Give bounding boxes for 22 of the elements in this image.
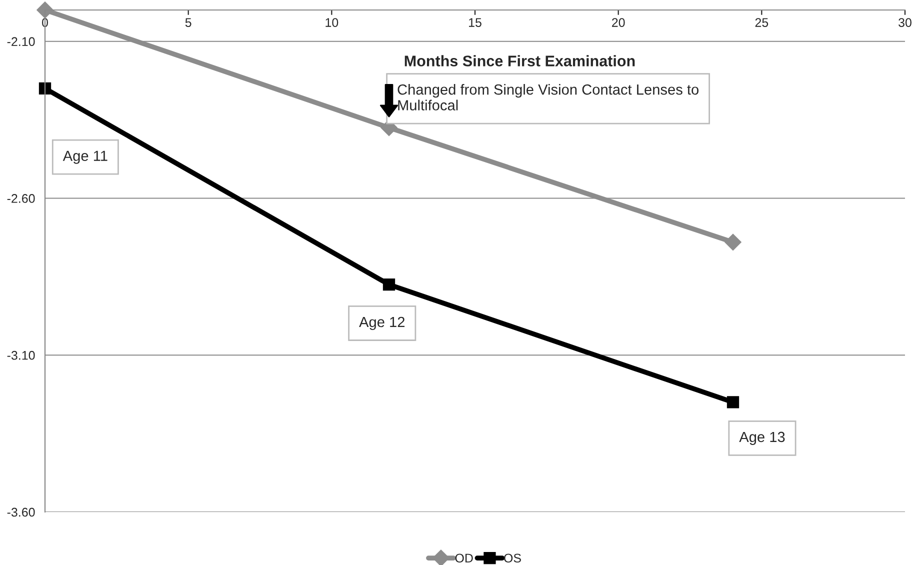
y-tick-label: -2.10 [7, 37, 35, 46]
annotation: Age 13 [739, 432, 785, 446]
annotation: Changed from Single Vision Contact Lenses to Multifocal [398, 84, 699, 110]
y-tick-label: -3.60 [7, 508, 35, 517]
x-axis-title: Months Since First Examination [404, 55, 635, 66]
x-tick-label: 30 [898, 18, 912, 27]
x-tick-label: 20 [612, 18, 625, 27]
annotation: Age 12 [359, 316, 404, 330]
point [38, 82, 52, 95]
legend-label: OS [504, 554, 521, 563]
x-tick-label: 5 [185, 18, 192, 27]
legend-label: OD [455, 554, 473, 563]
annotation: Age 11 [62, 150, 108, 164]
point [36, 2, 54, 18]
y-tick-label: -3.10 [7, 350, 35, 360]
point [726, 396, 740, 408]
point [382, 278, 396, 291]
point [724, 234, 742, 251]
x-tick-label: 15 [469, 18, 482, 27]
y-tick-label: -2.60 [7, 194, 35, 203]
x-tick-label: 10 [326, 18, 338, 27]
x-tick-label: 25 [755, 18, 768, 27]
